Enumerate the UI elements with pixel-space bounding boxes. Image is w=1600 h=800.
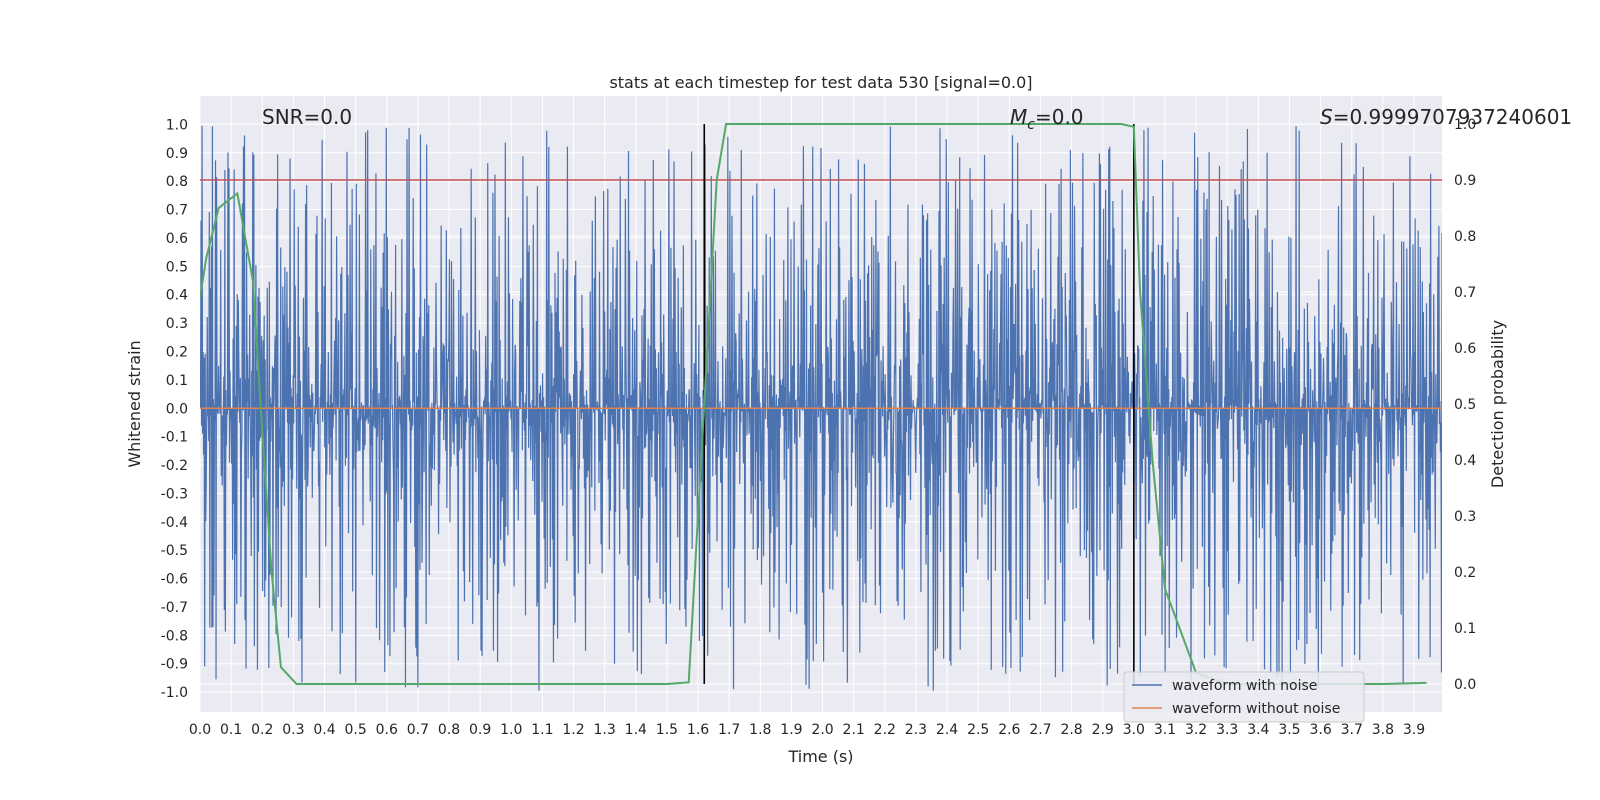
mc-annotation: Mc=0.0 — [1010, 105, 1084, 133]
y-tick-label: -0.9 — [161, 657, 188, 673]
x-tick-label: 2.0 — [811, 722, 833, 738]
legend-box — [1123, 671, 1365, 723]
x-tick-label: 1.6 — [687, 722, 709, 738]
x-axis-ticks: 0.0 0.1 0.2 0.3 0.4 0.5 0.6 0.7 0.8 0.9 1.0 1.1 1.2 1… — [189, 722, 1425, 738]
x-tick-label: 1.8 — [749, 722, 771, 738]
y2-tick-label: 1.0 — [1454, 117, 1476, 133]
y-tick-label: 1.0 — [166, 117, 188, 133]
series-waveform-with-noise — [200, 125, 1442, 691]
legend-label-noise: waveform with noise — [1172, 678, 1317, 694]
x-tick-label: 2.7 — [1029, 722, 1051, 738]
y2-tick-label: 0.2 — [1454, 565, 1476, 581]
y-tick-label: -0.1 — [161, 430, 188, 446]
x-tick-label: 0.2 — [251, 722, 273, 738]
x-tick-label: 0.5 — [345, 722, 367, 738]
legend-label-clean: waveform without noise — [1172, 701, 1340, 717]
x-tick-label: 2.8 — [1060, 722, 1082, 738]
y2-tick-label: 0.7 — [1454, 285, 1476, 301]
y-tick-label: 0.0 — [166, 401, 188, 417]
y-tick-label: 0.3 — [166, 316, 188, 332]
mc-symbol: M — [1010, 105, 1027, 129]
snr-annotation: SNR=0.0 — [262, 105, 352, 129]
y-tick-label: -0.5 — [161, 543, 188, 559]
y-tick-label: 0.5 — [166, 259, 188, 275]
x-tick-label: 2.6 — [998, 722, 1020, 738]
x-tick-label: 0.0 — [189, 722, 211, 738]
y-tick-label: 0.9 — [166, 146, 188, 162]
x-tick-label: 3.5 — [1278, 722, 1300, 738]
y2-tick-label: 0.5 — [1454, 397, 1476, 413]
y2-tick-label: 0.3 — [1454, 509, 1476, 525]
y-tick-label: -0.6 — [161, 572, 188, 588]
x-tick-label: 3.8 — [1372, 722, 1394, 738]
y-tick-label: 0.7 — [166, 203, 188, 219]
x-tick-label: 1.7 — [718, 722, 740, 738]
y-tick-label: 0.2 — [166, 344, 188, 360]
plot-area — [200, 123, 1442, 691]
x-tick-label: 3.7 — [1341, 722, 1363, 738]
x-tick-label: 0.8 — [438, 722, 460, 738]
y2-tick-label: 0.1 — [1454, 621, 1476, 637]
x-tick-label: 2.9 — [1092, 722, 1114, 738]
x-axis-label: Time (s) — [787, 747, 853, 766]
y-tick-label: -0.2 — [161, 458, 188, 474]
legend: waveform with noise waveform without noi… — [1123, 671, 1365, 723]
y-axis-label: Whitened strain — [125, 340, 144, 467]
x-tick-label: 0.4 — [313, 722, 335, 738]
s-value: =0.9999707937240601 — [1333, 105, 1572, 129]
y-tick-label: -0.7 — [161, 600, 188, 616]
x-tick-label: 3.2 — [1185, 722, 1207, 738]
s-annotation: S=0.9999707937240601 — [1320, 105, 1572, 129]
x-tick-label: 0.7 — [407, 722, 429, 738]
x-tick-label: 1.3 — [594, 722, 616, 738]
mc-value: =0.0 — [1035, 105, 1084, 129]
x-tick-label: 1.9 — [780, 722, 802, 738]
y-tick-label: 0.8 — [166, 174, 188, 190]
y-tick-label: 0.4 — [166, 288, 188, 304]
y-tick-label: -1.0 — [161, 685, 188, 701]
x-tick-label: 1.1 — [531, 722, 553, 738]
x-tick-label: 0.6 — [376, 722, 398, 738]
y-tick-label: -0.3 — [161, 486, 188, 502]
mc-subscript: c — [1027, 117, 1035, 133]
x-tick-label: 3.6 — [1309, 722, 1331, 738]
y2-axis-ticks: 1.0 0.9 0.8 0.7 0.6 0.5 0.4 0.3 0.2 0.1 0.0 — [1454, 117, 1476, 693]
x-tick-label: 3.4 — [1247, 722, 1269, 738]
x-tick-label: 1.4 — [625, 722, 647, 738]
x-tick-label: 1.5 — [656, 722, 678, 738]
y-tick-label: -0.8 — [161, 628, 188, 644]
y2-axis-label: Detection probability — [1488, 320, 1507, 488]
x-tick-label: 2.3 — [905, 722, 927, 738]
x-tick-label: 3.1 — [1154, 722, 1176, 738]
y2-tick-label: 0.4 — [1454, 453, 1476, 469]
x-tick-label: 2.2 — [874, 722, 896, 738]
x-tick-label: 0.3 — [282, 722, 304, 738]
y-tick-label: -0.4 — [161, 515, 188, 531]
y-axis-ticks: 1.0 0.9 0.8 0.7 0.6 0.5 0.4 0.3 0.2 0.1 0.0 -0.1 -0.… — [161, 117, 188, 701]
x-tick-label: 0.9 — [469, 722, 491, 738]
x-tick-label: 1.2 — [562, 722, 584, 738]
x-tick-label: 2.1 — [843, 722, 865, 738]
series-detection-probability — [200, 123, 1427, 685]
y2-tick-label: 0.9 — [1454, 173, 1476, 189]
x-tick-label: 0.1 — [220, 722, 242, 738]
y2-tick-label: 0.8 — [1454, 229, 1476, 245]
y-tick-label: 0.1 — [166, 373, 188, 389]
x-tick-label: 1.0 — [500, 722, 522, 738]
x-tick-label: 2.5 — [967, 722, 989, 738]
x-tick-label: 2.4 — [936, 722, 958, 738]
s-symbol: S — [1320, 105, 1333, 129]
y2-tick-label: 0.0 — [1454, 677, 1476, 693]
x-tick-label: 3.9 — [1403, 722, 1425, 738]
x-tick-label: 3.0 — [1123, 722, 1145, 738]
chart-title: stats at each timestep for test data 530… — [609, 73, 1032, 92]
y2-tick-label: 0.6 — [1454, 341, 1476, 357]
y-tick-label: 0.6 — [166, 231, 188, 247]
x-tick-label: 3.3 — [1216, 722, 1238, 738]
